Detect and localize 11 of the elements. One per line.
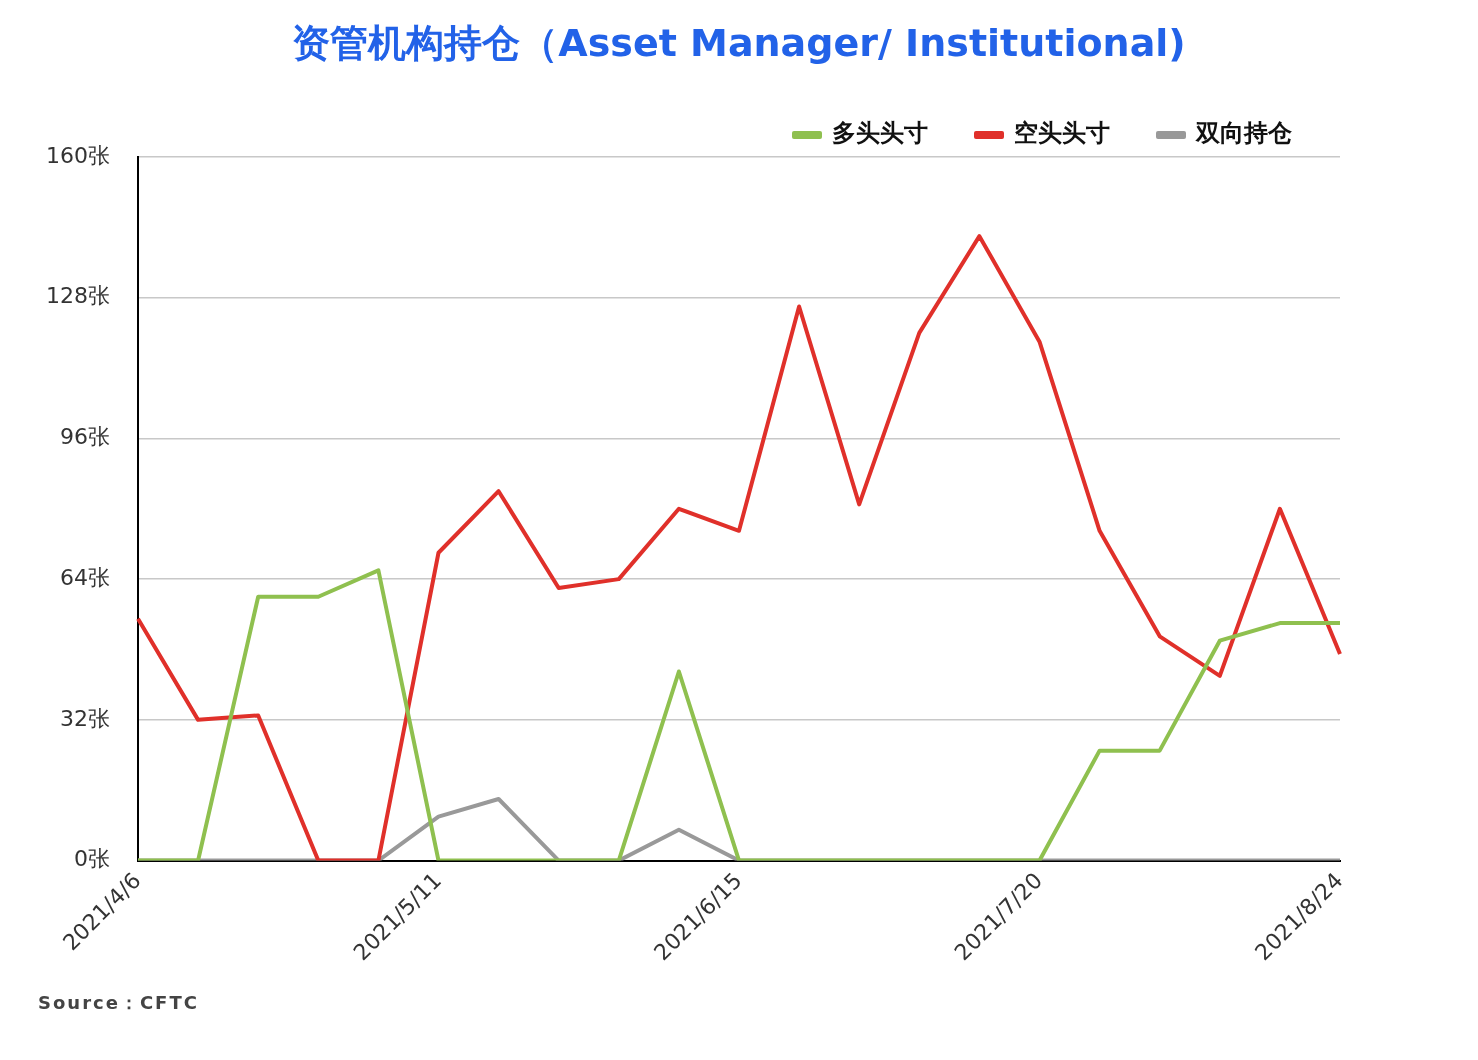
y-tick-label: 64张 <box>59 564 110 590</box>
chart-title: 资管机构持仓（Asset Manager/ Institutional) <box>291 20 1187 67</box>
y-tick-label: 0张 <box>73 846 110 872</box>
y-tick-label: 96张 <box>59 424 110 450</box>
source-note: Source：CFTC <box>38 991 199 1015</box>
legend-label: 多头头寸 <box>832 119 928 148</box>
y-tick-label: 128张 <box>45 283 110 309</box>
y-tick-label: 32张 <box>59 705 110 731</box>
legend-label: 空头头寸 <box>1014 119 1110 148</box>
legend-label: 双向持仓 <box>1195 119 1293 148</box>
y-tick-label: 160张 <box>45 142 110 168</box>
